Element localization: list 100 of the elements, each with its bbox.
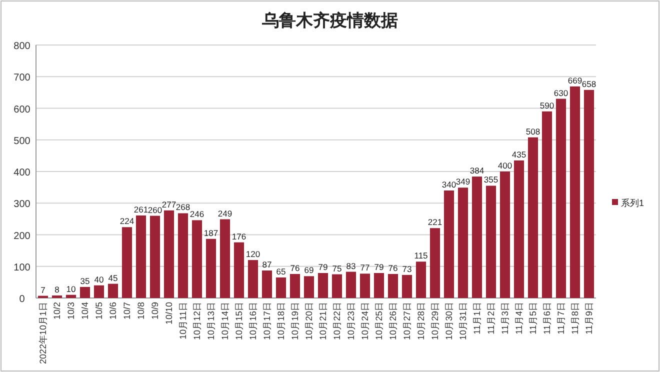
bar (444, 190, 454, 298)
data-label: 176 (232, 231, 246, 242)
data-label: 187 (204, 228, 218, 238)
bar (122, 227, 132, 298)
bar (416, 262, 426, 298)
bar (402, 274, 412, 298)
data-label: 658 (582, 78, 596, 89)
x-tick-label: 10/4 (80, 302, 90, 320)
data-label: 384 (470, 166, 484, 176)
bar (304, 276, 314, 298)
x-tick-label: 10月15日 (234, 302, 244, 340)
data-label: 69 (304, 265, 314, 276)
x-tick-label: 10月18日 (276, 302, 286, 340)
data-label: 77 (360, 262, 370, 273)
x-tick-label: 10月26日 (388, 302, 398, 340)
bar (318, 273, 328, 298)
x-tick-label: 10月27日 (402, 302, 412, 340)
x-tick-label: 10月30日 (444, 302, 454, 340)
x-tick-label: 10/3 (66, 302, 76, 320)
bar (276, 277, 286, 298)
bar (542, 111, 552, 298)
x-tick-label: 10月14日 (220, 302, 230, 340)
x-tick-label: 11月5日 (528, 302, 538, 334)
legend-label: 系列1 (621, 198, 644, 208)
bar (52, 295, 62, 298)
bar (472, 176, 482, 298)
bar (192, 220, 202, 298)
data-label: 246 (190, 209, 204, 220)
y-tick-label: 800 (14, 41, 31, 52)
data-label: 83 (346, 260, 356, 271)
x-tick-label: 10月25日 (374, 302, 384, 340)
bar (514, 160, 524, 298)
data-label: 508 (526, 126, 540, 136)
bar (80, 286, 90, 298)
bar (108, 284, 118, 298)
data-label: 40 (94, 274, 104, 284)
bar (290, 274, 300, 298)
bar (584, 90, 594, 298)
data-label: 120 (246, 249, 260, 260)
data-label: 79 (318, 262, 328, 272)
x-tick-label: 11月1日 (472, 302, 482, 334)
data-label: 76 (290, 262, 300, 273)
y-tick-label: 200 (14, 230, 31, 242)
bar (458, 188, 468, 298)
x-tick-label: 10月13日 (206, 302, 216, 340)
bar (150, 216, 160, 298)
bar (374, 273, 384, 298)
x-tick-label: 10月16日 (248, 302, 258, 340)
x-tick-label: 10月12日 (192, 302, 202, 340)
x-tick-label: 10月23日 (346, 302, 356, 340)
chart-title: 乌鲁木齐疫情数据 (261, 11, 398, 30)
bar (178, 213, 188, 298)
data-label: 669 (568, 75, 582, 86)
bar (234, 242, 244, 298)
y-tick-label: 300 (14, 199, 31, 210)
bar (360, 274, 370, 298)
bar (500, 172, 510, 298)
x-tick-label: 10月24日 (360, 302, 370, 340)
bar (556, 98, 566, 298)
data-label: 261 (134, 204, 148, 214)
bar (136, 215, 146, 298)
data-label: 221 (428, 217, 442, 228)
x-tick-label: 10/7 (122, 302, 132, 320)
y-tick-label: 600 (14, 104, 31, 116)
x-tick-label: 10/5 (94, 302, 104, 320)
data-label: 277 (162, 199, 176, 210)
bar (206, 238, 216, 298)
x-tick-label: 10/6 (108, 302, 118, 320)
bar (94, 285, 104, 298)
x-tick-label: 10月22日 (332, 302, 342, 340)
x-tick-label: 11月4日 (514, 302, 524, 334)
x-tick-label: 10/9 (150, 302, 160, 320)
data-label: 590 (540, 100, 554, 110)
bar (332, 274, 342, 298)
x-tick-label: 10月28日 (416, 302, 426, 340)
data-label: 10 (66, 284, 76, 294)
data-label: 355 (484, 174, 498, 185)
x-tick-label: 11月8日 (570, 302, 580, 334)
x-tick-label: 11月6日 (542, 302, 552, 334)
data-label: 349 (456, 176, 470, 187)
y-tick-label: 0 (19, 294, 26, 305)
x-tick-label: 10月20日 (304, 302, 314, 340)
y-tick-label: 700 (14, 72, 31, 84)
x-tick-label: 11月2日 (486, 302, 496, 334)
bar (164, 210, 174, 298)
data-label: 8 (54, 284, 60, 294)
bar (430, 228, 440, 298)
data-label: 260 (148, 204, 162, 215)
bar (486, 186, 496, 298)
data-label: 224 (120, 216, 134, 226)
x-tick-label: 10月19日 (290, 302, 300, 340)
x-tick-label: 10月21日 (318, 302, 328, 340)
data-label: 65 (276, 266, 286, 276)
x-tick-label: 10月17日 (262, 302, 272, 340)
data-label: 7 (40, 284, 46, 295)
bar (248, 260, 258, 298)
data-label: 79 (374, 262, 384, 272)
data-label: 630 (554, 88, 568, 98)
bar (220, 219, 230, 298)
bar (346, 272, 356, 298)
